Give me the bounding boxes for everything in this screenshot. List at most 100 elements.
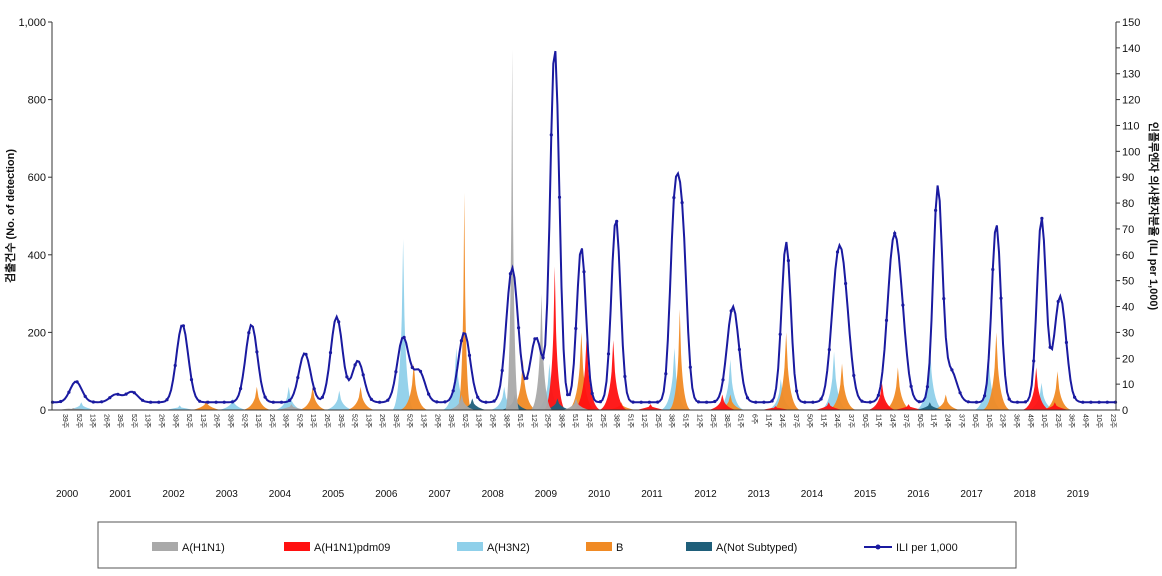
ili-point [664, 372, 668, 376]
ili-point [132, 391, 136, 395]
ili-point [1064, 340, 1068, 345]
y-axis-left-label: 검출건수 (No. of detection) [3, 149, 17, 283]
area-peak-h3n2 [974, 347, 1003, 410]
legend: A(H1N1) A(H1N1)pdm09 A(H3N2) B A(Not Sub… [97, 521, 1017, 569]
area-peak-b [931, 394, 960, 410]
week-tick-label: 10주 [1040, 414, 1048, 429]
x-axis-labels: 39주 52주 13주 26주 39주 52주 13주 26주 39주 52주 13주 26주 39주 5… [56, 414, 1117, 500]
week-tick-label: 51주 [516, 414, 524, 429]
y-right-tick-label: 60 [1122, 250, 1134, 262]
week-tick-label: 23주 [999, 414, 1007, 429]
ili-point [656, 400, 660, 404]
year-label: 2014 [801, 489, 824, 500]
ili-point [181, 324, 185, 328]
ili-point [737, 347, 742, 352]
area-peak-h1n1pdm [867, 382, 896, 410]
week-tick-label: 13주 [420, 414, 428, 429]
legend-marker-ili [875, 544, 881, 550]
area-peak-h3n2 [218, 398, 247, 410]
week-tick-label: 36주 [1068, 414, 1076, 429]
year-label: 2000 [56, 489, 79, 500]
week-tick-label: 12주 [530, 414, 538, 429]
week-tick-label: 25주 [709, 414, 717, 429]
ili-point [925, 385, 930, 389]
ili-point [868, 400, 872, 404]
y-right-tick-label: 130 [1122, 69, 1140, 81]
y-left-tick-label: 1,000 [18, 17, 46, 29]
year-label: 2002 [162, 489, 185, 500]
ili-point [811, 400, 815, 404]
ili-point [124, 392, 128, 396]
year-label: 2016 [907, 489, 930, 500]
y-left-tick-label: 400 [28, 250, 46, 262]
ili-point [983, 394, 987, 398]
ili-point [435, 400, 439, 404]
area-peak-b [567, 332, 596, 410]
y-right-tick-label: 40 [1122, 302, 1134, 314]
ili-point [934, 208, 938, 212]
area-peak-h1n1pdm [814, 402, 843, 410]
week-tick-label: 13주 [254, 414, 262, 429]
ili-point [705, 400, 709, 404]
area-peak-h3n2 [490, 386, 519, 410]
ili-point [917, 400, 921, 404]
week-tick-label: 13주 [364, 414, 372, 429]
week-tick-label: 51주 [626, 414, 634, 429]
y-axis-right-label: 인플루엔자 의사환자분율 (ILI per 1,000) [1147, 122, 1161, 311]
year-label: 2012 [694, 489, 717, 500]
week-tick-label: 6주 [750, 414, 758, 425]
y-right-tick-label: 120 [1122, 95, 1140, 107]
week-tick-label: 38주 [557, 414, 565, 429]
year-label: 2003 [216, 489, 239, 500]
ili-point [459, 339, 463, 343]
ili-point [165, 398, 169, 402]
ili-point [827, 348, 831, 352]
legend-label-h1n1pdm: A(H1N1)pdm09 [314, 542, 390, 554]
week-tick-label: 38주 [723, 414, 731, 429]
y-right-tick-label: 20 [1122, 353, 1134, 365]
ili-point [83, 394, 87, 398]
legend-swatch-h1n1pdm [284, 542, 310, 551]
week-tick-label: 12주 [585, 414, 593, 429]
ili-point [140, 398, 145, 402]
week-tick-label: 26주 [158, 414, 166, 429]
y-left-tick-label: 800 [28, 95, 46, 107]
legend-swatch-h1n1 [152, 542, 178, 551]
y-right-tick-label: 100 [1122, 146, 1140, 158]
year-label: 2005 [322, 489, 345, 500]
area-peak-b [242, 386, 271, 410]
week-tick-label: 11주 [819, 414, 827, 428]
area-peak-h3n2 [535, 363, 564, 410]
week-tick-label: 24주 [944, 414, 952, 429]
ili-point [795, 389, 799, 393]
area-peak-not_subtyped [458, 398, 487, 410]
ili-point [819, 397, 823, 401]
ili-point [271, 400, 275, 404]
ili-point [345, 375, 349, 379]
ili-point [566, 393, 570, 397]
area-peak-b [883, 367, 912, 410]
year-label: 2007 [428, 489, 451, 500]
ili-point [1032, 359, 1036, 363]
area-peak-not_subtyped [915, 402, 944, 410]
year-label: 2019 [1067, 489, 1090, 500]
week-tick-label: 26주 [488, 414, 496, 429]
week-tick-label: 51주 [571, 414, 579, 429]
y-right-tick-label: 50 [1122, 276, 1134, 288]
area-peak-h3n2 [820, 351, 849, 410]
ili-point [1081, 400, 1085, 404]
ili-point [1089, 400, 1093, 404]
ili-point [320, 395, 324, 399]
legend-swatch-h3n2 [457, 542, 483, 551]
ili-point [909, 384, 913, 388]
ili-point [680, 201, 684, 205]
area-peak-b [668, 309, 691, 410]
area-peak-not_subtyped [543, 398, 572, 410]
area-peak-h1n1 [562, 398, 591, 410]
ili-point [1007, 397, 1011, 401]
area-peak-b [346, 386, 375, 410]
ili-point [369, 397, 373, 401]
week-tick-label: 39주 [61, 414, 69, 429]
ili-point [557, 195, 562, 199]
week-tick-label: 26주 [378, 414, 386, 429]
